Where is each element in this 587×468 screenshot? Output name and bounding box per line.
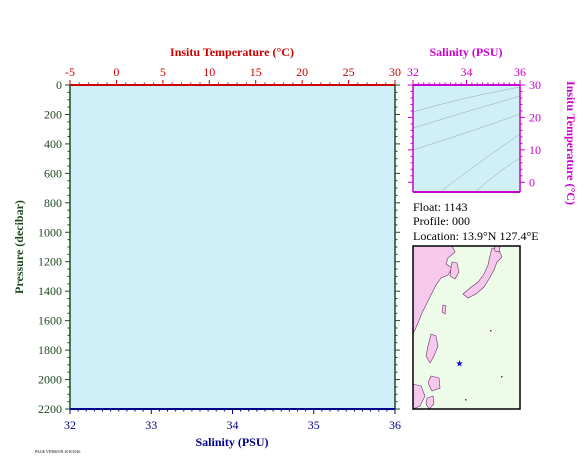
japan-shape: [462, 247, 503, 299]
borneo-shape: [413, 383, 426, 409]
density-contour: [474, 157, 521, 193]
ogasawara-islet: [490, 330, 492, 332]
pressure-axis-title: Pressure (decibar): [12, 200, 26, 294]
location-text: Location: 13.9°N 127.4°E: [413, 229, 539, 243]
density-contours: [412, 86, 521, 193]
ts-diagram-chart: 32 34 36 0 10 20 30 Salinity (PSU) Insitu Tem…: [407, 45, 578, 205]
density-contour: [412, 95, 521, 129]
pressure-tick-label: 2000: [38, 373, 62, 387]
temperature-tick-label: 5: [160, 65, 166, 79]
pressure-tick-label: 0: [56, 78, 62, 92]
pressure-tick-label: 1200: [38, 255, 62, 269]
pressure-tick-label: 400: [44, 137, 62, 151]
temperature-tick-label: 15: [250, 65, 262, 79]
ts-temperature-tick-label: 30: [529, 78, 541, 92]
ts-salinity-tick-label: 32: [407, 65, 419, 79]
temperature-tick-label: 30: [389, 65, 401, 79]
salinity-tick-label: 33: [145, 418, 157, 432]
temperature-tick-label: 25: [343, 65, 355, 79]
pressure-tick-label: 1400: [38, 284, 62, 298]
philippines-shape: [425, 333, 439, 364]
location-map: ★: [412, 245, 521, 410]
salinity-tick-label: 34: [227, 418, 239, 432]
salinity-ticks: 32 33 34 35 36: [64, 409, 401, 432]
main-profile-chart: -5 0 5 10 15 20 25 30 32 33 34 35 36 02004006008001…: [12, 45, 401, 449]
temperature-tick-label: 10: [203, 65, 215, 79]
density-contour: [412, 113, 521, 151]
map-border: [412, 245, 521, 410]
salinity-tick-label: 35: [308, 418, 320, 432]
sulawesi-shape: [425, 395, 435, 409]
ts-salinity-tick-label: 34: [461, 65, 473, 79]
pressure-tick-label: 1800: [38, 343, 62, 357]
ts-plot-area: [413, 85, 520, 192]
temperature-tick-label: 20: [296, 65, 308, 79]
profile-number-text: Profile: 000: [413, 214, 470, 228]
salinity-axis-title: Salinity (PSU): [195, 435, 268, 449]
main-plot-area: [70, 85, 395, 409]
palau-islet: [465, 399, 467, 401]
mariana-islet: [501, 376, 503, 378]
asia-mainland-shape: [413, 246, 456, 335]
pressure-right-ticks: [395, 84, 400, 410]
ts-temperature-ticks: 0 10 20 30: [408, 78, 541, 189]
temperature-tick-label: 0: [113, 65, 119, 79]
temperature-axis-title: Insitu Temperature (°C): [170, 45, 294, 59]
density-contour: [439, 133, 521, 193]
taiwan-shape: [441, 304, 447, 315]
korea-shape: [449, 261, 460, 280]
pressure-tick-label: 1000: [38, 225, 62, 239]
pressure-tick-label: 1600: [38, 314, 62, 328]
salinity-tick-label: 36: [389, 418, 401, 432]
ts-temperature-axis-title: Insitu Temperature (°C): [564, 81, 578, 205]
ts-temperature-tick-label: 10: [529, 143, 541, 157]
mindanao-shape: [427, 375, 441, 392]
float-info: Float: 1143 Profile: 000 Location: 13.9°…: [413, 200, 539, 243]
sakhalin-shape: [493, 246, 501, 253]
ts-salinity-tick-label: 36: [514, 65, 526, 79]
float-position-marker: ★: [456, 359, 464, 369]
temperature-tick-label: -5: [65, 65, 75, 79]
pressure-tick-label: 200: [44, 107, 62, 121]
pressure-tick-label: 800: [44, 196, 62, 210]
pressure-tick-label: 2200: [38, 402, 62, 416]
pressure-tick-label: 600: [44, 166, 62, 180]
temperature-ticks: -5 0 5 10 15 20 25 30: [65, 65, 401, 85]
float-id-text: Float: 1143: [413, 200, 468, 214]
ts-salinity-ticks: 32 34 36: [407, 65, 526, 85]
density-contour: [412, 86, 521, 113]
ts-temperature-tick-label: 20: [529, 110, 541, 124]
ts-salinity-axis-title: Salinity (PSU): [429, 45, 502, 59]
pressure-ticks: 0 200 400 600 800 1000 1200 1400 1600 1800 2000 220…: [38, 78, 70, 416]
ts-temperature-tick-label: 0: [529, 175, 535, 189]
page-version-stamp: PAGE VERSION 20101026: [35, 449, 80, 454]
salinity-tick-label: 32: [64, 418, 76, 432]
map-landmasses: ★: [413, 246, 503, 409]
